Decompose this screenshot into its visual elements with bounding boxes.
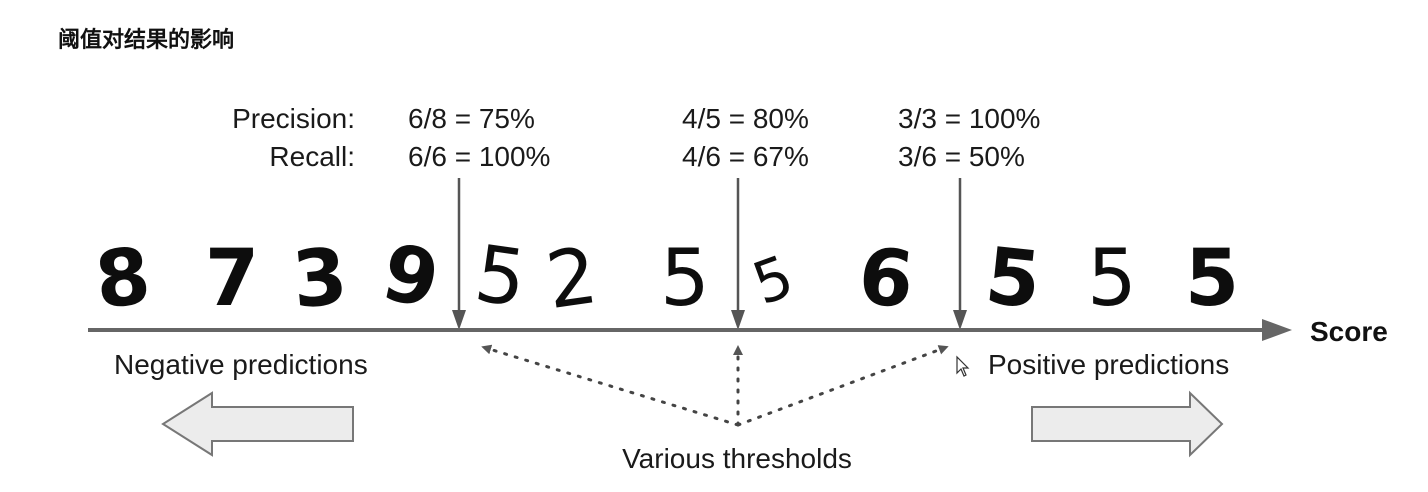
digit-12: 5 [1185,234,1239,324]
threshold-3-precision: 3/3 = 100% [898,103,1040,134]
threshold-1-arrow [452,178,466,330]
threshold-1-recall: 6/6 = 100% [408,141,550,172]
digit-3: 3 [289,232,351,326]
mouse-cursor-icon [956,355,970,377]
digit-10: 5 [981,231,1044,326]
digit-8: 5 [744,242,802,319]
threshold-2-arrow [731,178,745,330]
score-label: Score [1310,316,1388,347]
score-axis [88,319,1292,341]
positive-direction-arrow [1031,390,1224,458]
threshold-2-recall: 4/6 = 67% [682,141,809,172]
digit-7: 5 [660,234,710,324]
digit-4: 9 [375,227,447,326]
threshold-pointers [481,344,949,427]
various-thresholds-label: Various thresholds [622,443,852,474]
page-title: 阈值对结果的影响 [58,28,235,53]
negative-direction-arrow [161,391,354,457]
digit-11: 5 [1087,234,1137,324]
digit-9: 6 [854,231,917,326]
threshold-2-precision: 4/5 = 80% [682,103,809,134]
digit-1: 8 [91,231,154,326]
recall-label: Recall: [269,141,355,172]
precision-label: Precision: [232,103,355,134]
negative-predictions-label: Negative predictions [114,349,368,380]
threshold-3-recall: 3/6 = 50% [898,141,1025,172]
positive-predictions-label: Positive predictions [988,349,1229,380]
threshold-1-precision: 6/8 = 75% [408,103,535,134]
digit-2: 7 [205,234,259,324]
digit-5: 5 [470,229,532,325]
threshold-3-arrow [953,178,967,330]
digit-6: 2 [541,231,603,327]
